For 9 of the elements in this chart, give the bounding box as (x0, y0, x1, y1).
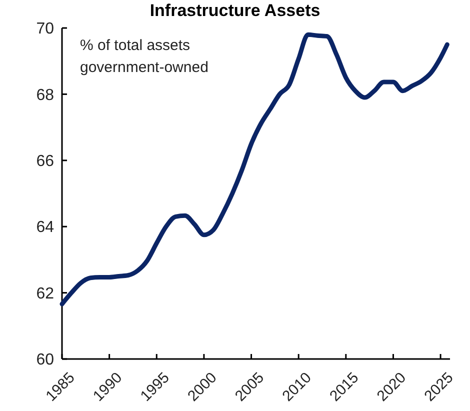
y-tick-label: 64 (36, 219, 54, 236)
annotation: % of total assets government-owned (80, 37, 208, 76)
y-tick-label: 60 (36, 352, 54, 369)
chart-title: Infrastructure Assets (150, 1, 320, 20)
y-tick-label: 66 (36, 153, 54, 170)
y-tick-label: 70 (36, 20, 54, 38)
line-series (60, 32, 450, 306)
y-tick-label: 68 (36, 86, 54, 104)
y-tick-label: 62 (36, 285, 54, 302)
